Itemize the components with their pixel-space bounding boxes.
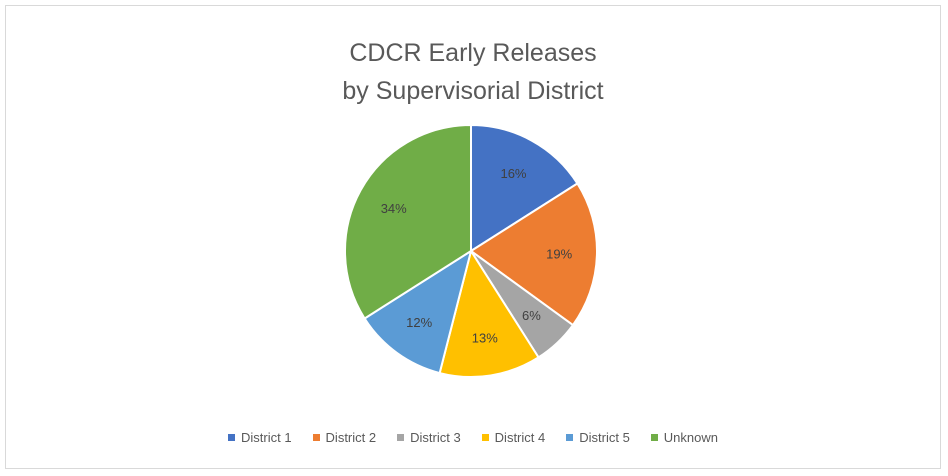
legend-label: District 3 (410, 430, 461, 445)
pie-slice-district-1 (470, 123, 579, 253)
legend-swatch (566, 434, 574, 441)
legend-swatch (227, 434, 235, 441)
data-label-district-3: 6% (522, 308, 541, 323)
legend-swatch (397, 434, 405, 441)
data-label-district-5: 12% (406, 315, 432, 330)
legend-label: District 1 (240, 430, 292, 445)
data-label-district-1: 16% (500, 166, 526, 181)
pie-slice-district-5 (363, 248, 473, 375)
legend-item-district-1: District 1 (227, 430, 292, 445)
pie-slice-district-2 (469, 182, 598, 327)
pie-slice-district-4 (438, 248, 540, 378)
legend-item-district-2: District 2 (312, 430, 377, 445)
data-label-district-2: 19% (546, 246, 572, 261)
legend: District 1 District 2 District 3 District 4… (6, 430, 940, 445)
pie-chart: 16% 19% 6% 13% 12% 34% (344, 123, 598, 378)
pie-slice-unknown (344, 123, 472, 320)
legend-swatch (481, 434, 489, 441)
legend-item-district-4: District 4 (481, 430, 546, 445)
legend-label: District 2 (325, 430, 377, 445)
legend-label: District 4 (494, 430, 546, 445)
legend-swatch (650, 434, 658, 441)
legend-label: Unknown (663, 430, 718, 445)
chart-title-line-2: by Supervisorial District (342, 77, 604, 105)
legend-item-district-3: District 3 (397, 430, 461, 445)
chart-title-line-1: CDCR Early Releases (349, 39, 597, 67)
legend-label: District 5 (579, 430, 630, 445)
legend-item-district-5: District 5 (566, 430, 630, 445)
data-label-unknown: 34% (381, 201, 407, 216)
legend-item-unknown: Unknown (650, 430, 718, 445)
data-label-district-4: 13% (472, 331, 498, 346)
chart-frame: CDCR Early Releases by Supervisorial Dis… (5, 5, 941, 469)
legend-swatch (312, 434, 320, 441)
